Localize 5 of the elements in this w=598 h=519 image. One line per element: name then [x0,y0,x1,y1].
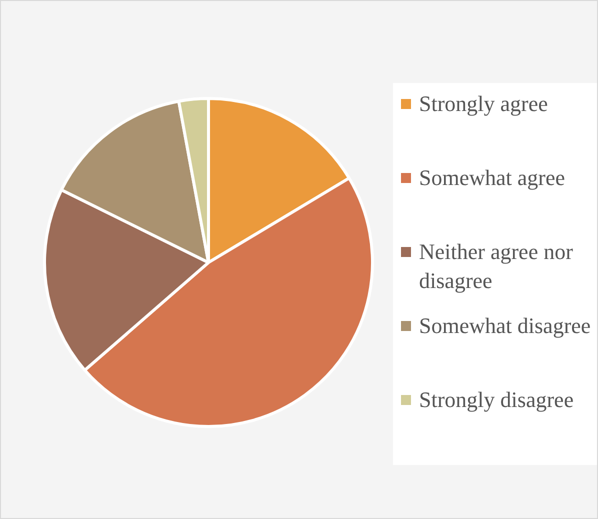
legend-label: Neither agree nor disagree [419,238,574,295]
legend-label: Somewhat agree [419,164,565,192]
legend-label: Somewhat disagree [419,312,591,340]
legend-label: Strongly agree [419,90,548,118]
legend-label: Strongly disagree [419,386,574,414]
